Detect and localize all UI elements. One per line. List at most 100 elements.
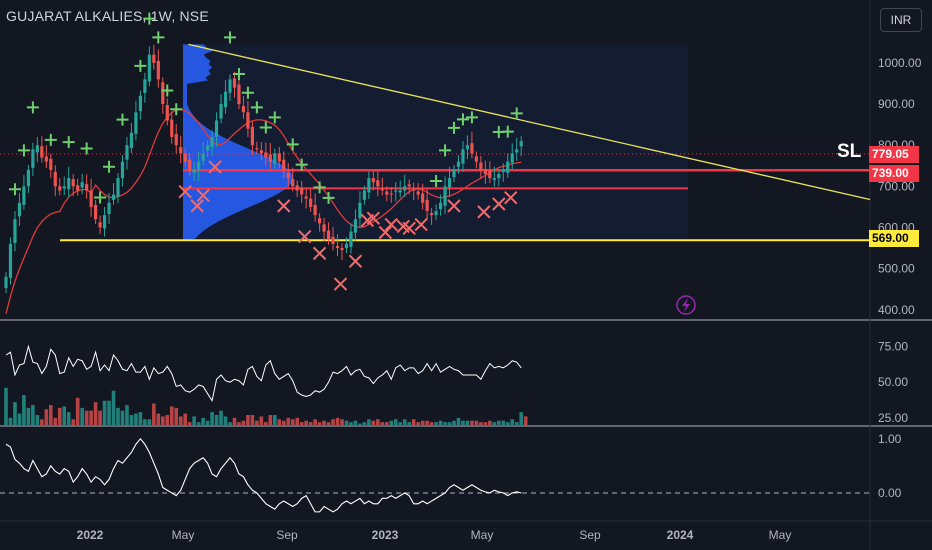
- candle-body: [184, 153, 187, 161]
- volume-bar: [416, 422, 420, 425]
- candle-body: [197, 162, 200, 171]
- candle-body: [296, 185, 299, 190]
- volume-bar: [13, 402, 17, 425]
- buy-signal-marker: [116, 114, 128, 126]
- volume-bar: [425, 421, 429, 425]
- volume-bar: [98, 411, 102, 425]
- volume-bar: [18, 414, 22, 425]
- candle-body: [40, 146, 43, 157]
- volume-bar: [251, 415, 255, 425]
- price-axis-tick-label: 900.00: [878, 97, 915, 111]
- candle-body: [314, 205, 317, 215]
- volume-bar: [318, 422, 322, 425]
- volume-bar: [309, 422, 313, 425]
- volume-bar: [443, 422, 447, 425]
- buy-signal-marker: [224, 31, 236, 43]
- volume-bar: [264, 422, 268, 425]
- candle-body: [497, 174, 500, 178]
- buy-signal-marker: [81, 142, 93, 154]
- volume-bar: [260, 416, 264, 425]
- volume-bar: [434, 422, 438, 425]
- volume-bar: [103, 401, 107, 425]
- volume-bar: [475, 421, 479, 425]
- candle-body: [210, 137, 213, 147]
- volume-bar: [36, 415, 40, 425]
- volume-bar: [470, 421, 474, 425]
- buy-signal-marker: [63, 136, 75, 148]
- time-axis-tick-label: May: [769, 528, 792, 542]
- candle-body: [358, 203, 361, 218]
- candle-body: [434, 211, 437, 215]
- candle-body: [479, 163, 482, 170]
- volume-bar: [112, 391, 116, 425]
- candle-body: [139, 96, 142, 111]
- candle-body: [251, 127, 254, 145]
- candle-body: [31, 149, 34, 168]
- volume-bar: [40, 419, 44, 425]
- candle-body: [408, 184, 411, 186]
- volume-bar: [183, 414, 187, 425]
- candle-body: [76, 185, 79, 190]
- currency-button[interactable]: INR: [880, 8, 922, 32]
- volume-bar: [116, 408, 120, 425]
- candle-body: [412, 189, 415, 190]
- candle-body: [381, 189, 384, 190]
- candle-body: [403, 186, 406, 190]
- volume-bar: [403, 419, 407, 425]
- candle-body: [461, 149, 464, 163]
- candle-body: [45, 157, 48, 162]
- candle-body: [269, 155, 272, 162]
- price-axis-tick-label: 400.00: [878, 303, 915, 317]
- candle-body: [291, 179, 294, 186]
- volume-bar: [421, 421, 425, 425]
- candle-body: [98, 222, 101, 227]
- candle-body: [367, 178, 370, 192]
- candle-body: [255, 148, 258, 149]
- candle-body: [193, 170, 196, 173]
- volume-bar: [295, 418, 299, 425]
- candle-body: [13, 219, 16, 243]
- volume-bar: [484, 422, 488, 425]
- volume-bar: [322, 421, 326, 425]
- symbol-title[interactable]: GUJARAT ALKALIES, 1W, NSE: [6, 8, 209, 24]
- volume-bar: [519, 412, 523, 425]
- candle-body: [520, 141, 523, 146]
- candle-body: [63, 186, 66, 188]
- volume-bar: [340, 419, 344, 425]
- candle-body: [470, 143, 473, 153]
- volume-bar: [506, 422, 510, 425]
- volume-bar: [488, 421, 492, 425]
- candle-body: [228, 79, 231, 92]
- candle-body: [242, 106, 245, 112]
- time-axis-tick-label: May: [471, 528, 494, 542]
- candle-body: [466, 145, 469, 149]
- candle-body: [493, 178, 496, 180]
- volume-bar: [304, 421, 308, 425]
- candle-body: [67, 178, 70, 189]
- volume-bar: [179, 416, 183, 425]
- volume-bar: [291, 419, 295, 425]
- volume-bar: [143, 419, 147, 425]
- candle-body: [318, 218, 321, 223]
- volume-bar: [389, 421, 393, 425]
- volume-bar: [165, 415, 169, 425]
- candle-body: [72, 179, 75, 186]
- volume-bar: [188, 422, 192, 425]
- candle-body: [443, 186, 446, 205]
- volume-bar: [237, 422, 241, 425]
- time-axis-tick-label: May: [172, 528, 195, 542]
- candle-body: [287, 173, 290, 178]
- candle-body: [417, 191, 420, 194]
- candle-body: [27, 170, 30, 186]
- buy-signal-marker: [103, 161, 115, 173]
- volume-bar: [246, 415, 250, 425]
- candle-body: [152, 55, 155, 63]
- time-axis-tick-label: Sep: [579, 528, 601, 542]
- candle-body: [331, 237, 334, 244]
- candle-body: [22, 186, 25, 204]
- volume-bar: [148, 419, 152, 425]
- candle-body: [363, 190, 366, 199]
- candle-body: [215, 121, 218, 137]
- volume-bar: [327, 422, 331, 425]
